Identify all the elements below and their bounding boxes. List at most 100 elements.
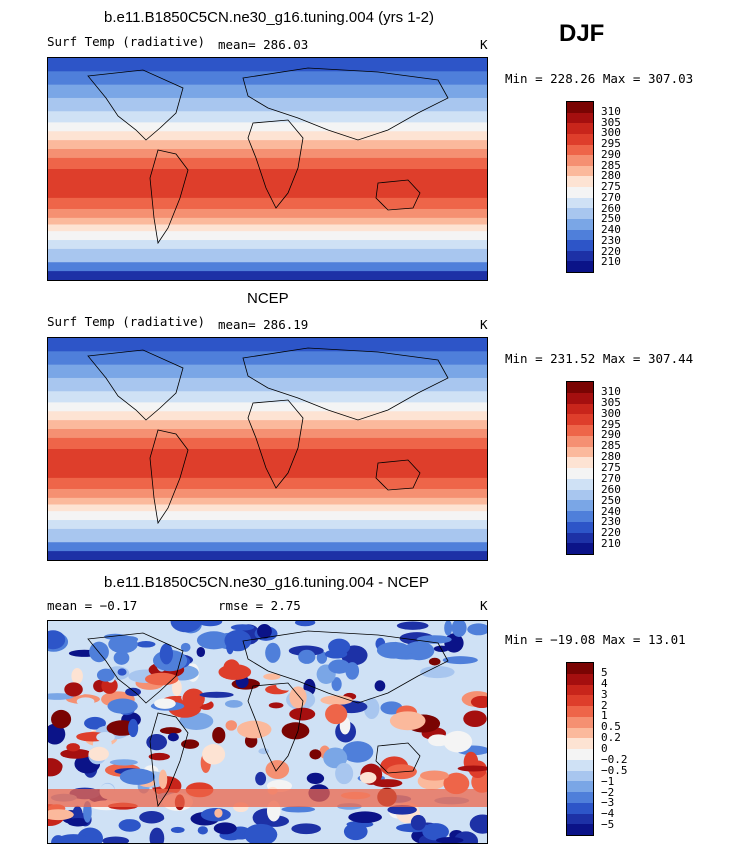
continent-outline <box>247 119 304 209</box>
panel-1-variable-label: Surf Temp (radiative) <box>47 34 206 49</box>
colorbar-swatch <box>567 144 593 156</box>
anomaly-blob <box>71 667 83 685</box>
colorbar-tick-label: 305 <box>601 115 621 129</box>
anomaly-blob <box>146 734 168 751</box>
anomaly-blob <box>197 826 208 835</box>
colorbar-swatch <box>567 663 593 674</box>
panel-3-rmse-label: rmse = 2.75 <box>218 598 301 613</box>
anomaly-blob <box>320 695 353 705</box>
anomaly-blob <box>117 668 127 676</box>
anomaly-blob <box>202 744 226 765</box>
anomaly-blob <box>436 837 464 843</box>
anomaly-blob <box>343 822 368 841</box>
anomaly-blob <box>119 768 156 785</box>
anomaly-blob <box>64 682 83 697</box>
anomaly-blob <box>444 621 453 636</box>
temperature-band <box>48 338 487 352</box>
anomaly-blob <box>76 697 95 706</box>
colorbar-tick-label: 290 <box>601 428 621 442</box>
temperature-band <box>48 429 487 439</box>
colorbar-swatch <box>567 155 593 166</box>
temperature-band <box>48 411 487 421</box>
anomaly-blob <box>442 656 478 665</box>
anomaly-blob <box>213 822 237 835</box>
anomaly-blob <box>469 814 487 834</box>
anomaly-blob <box>48 693 74 700</box>
anomaly-blob <box>265 642 281 663</box>
anomaly-blob <box>323 747 348 769</box>
colorbar-tick-label: 310 <box>601 104 621 118</box>
anomaly-blob <box>328 659 351 674</box>
anomaly-blob <box>101 677 118 694</box>
colorbar-tick-label: 270 <box>601 190 621 204</box>
colorbar-tick-label: 305 <box>601 395 621 409</box>
anomaly-blob <box>237 720 272 739</box>
panel-3-colorbar <box>566 662 594 836</box>
colorbar-swatch <box>567 240 593 251</box>
anomaly-blob <box>291 823 321 835</box>
panel-3-minmax: Min = −19.08 Max = 13.01 <box>505 632 686 647</box>
anomaly-blob <box>66 743 80 752</box>
anomaly-blob <box>420 665 455 679</box>
colorbar-tick-label: 4 <box>601 676 608 690</box>
anomaly-blob <box>159 727 182 735</box>
temperature-band <box>48 149 487 159</box>
colorbar-tick-label: 275 <box>601 461 621 474</box>
colorbar-tick-label: 5 <box>601 665 608 679</box>
colorbar-tick-label: 270 <box>601 471 621 485</box>
temperature-band <box>48 169 487 199</box>
anomaly-blob <box>159 643 174 665</box>
colorbar-tick-label: 230 <box>601 233 621 247</box>
anomaly-blob <box>389 711 426 731</box>
temperature-band <box>48 208 487 219</box>
colorbar-tick-label: 0.2 <box>601 731 621 745</box>
panel-2-title: NCEP <box>247 290 289 307</box>
anomaly-blob <box>309 749 322 760</box>
anomaly-blob <box>107 698 138 714</box>
panel-3-units-label: K <box>480 598 488 613</box>
anomaly-blob <box>335 762 354 785</box>
temperature-band <box>48 140 487 150</box>
colorbar-swatch <box>567 457 593 468</box>
colorbar-tick-label: 2 <box>601 698 608 712</box>
panel-3-title: b.e11.B1850C5CN.ne30_g16.tuning.004 - NC… <box>104 574 429 591</box>
map-field <box>48 621 487 843</box>
continent-outline <box>149 429 189 525</box>
colorbar-tick-label: −1 <box>601 774 615 788</box>
colorbar-tick-label: 0.5 <box>601 720 621 734</box>
panel-2-variable-label: Surf Temp (radiative) <box>47 314 206 329</box>
colorbar-tick-label: 295 <box>601 137 621 150</box>
colorbar-swatch <box>567 792 593 803</box>
colorbar-swatch <box>567 187 593 198</box>
anomaly-blob <box>298 649 316 664</box>
anomaly-blob <box>463 710 487 727</box>
anomaly-blob <box>325 704 348 725</box>
anomaly-blob <box>281 806 316 813</box>
colorbar-tick-label: −0.5 <box>601 763 628 777</box>
temperature-band <box>48 477 487 490</box>
colorbar-tick-label: 1 <box>601 709 608 723</box>
panel-2-mean-label: mean= 286.19 <box>218 317 309 332</box>
temperature-band <box>48 248 487 263</box>
anomaly-blob <box>306 772 325 785</box>
panel-1-minmax: Min = 228.26 Max = 307.03 <box>505 71 694 86</box>
anomaly-blob <box>167 732 179 742</box>
anomaly-blob <box>102 836 130 843</box>
colorbar-swatch <box>567 112 593 124</box>
temperature-band <box>48 122 487 132</box>
anomaly-blob <box>84 716 106 730</box>
panel-2-units-label: K <box>480 317 488 332</box>
colorbar-swatch <box>567 414 593 425</box>
anomaly-blob <box>363 697 380 720</box>
anomaly-blob <box>428 657 441 666</box>
colorbar-tick-label: 295 <box>601 417 621 431</box>
colorbar-swatch <box>567 716 593 728</box>
anomaly-blob <box>48 809 74 821</box>
anomaly-blob <box>372 779 403 788</box>
continent-outline <box>375 742 421 774</box>
temperature-band <box>48 262 487 272</box>
continent-outline <box>149 149 189 245</box>
colorbar-swatch <box>567 250 593 262</box>
anomaly-blob <box>88 746 109 762</box>
anomaly-blob <box>289 686 307 709</box>
